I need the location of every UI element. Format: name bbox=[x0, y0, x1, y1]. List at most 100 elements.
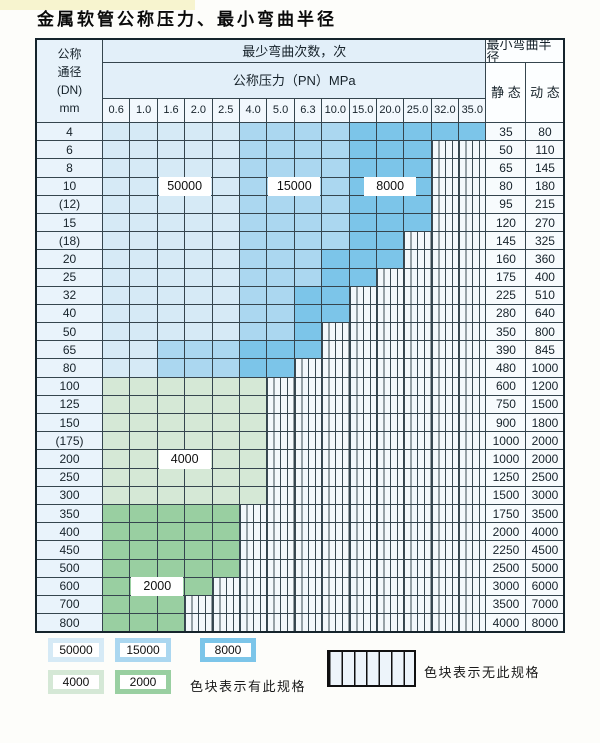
no-spec-cell bbox=[431, 450, 459, 468]
no-spec-cell bbox=[459, 559, 486, 577]
spec-cell-cycles-15000 bbox=[294, 213, 322, 232]
spec-cell-cycles-15000 bbox=[239, 304, 267, 323]
spec-cell-cycles-2000 bbox=[185, 523, 212, 541]
corner-line: 公称 bbox=[57, 47, 82, 61]
spec-cell-cycles-15000 bbox=[239, 141, 267, 159]
spec-cell-cycles-4000 bbox=[130, 486, 157, 504]
dynamic-radius-cell: 180 bbox=[526, 177, 564, 195]
spec-cell-cycles-50000 bbox=[130, 304, 157, 323]
spec-cell-cycles-15000 bbox=[294, 268, 322, 286]
spec-cell-cycles-2000 bbox=[212, 541, 239, 559]
spec-cell-cycles-15000 bbox=[294, 123, 322, 141]
spec-cell-cycles-8000 bbox=[349, 232, 376, 250]
no-spec-cell bbox=[349, 304, 376, 323]
spec-cell-cycles-8000 bbox=[376, 141, 404, 159]
no-spec-cell bbox=[431, 486, 459, 504]
dn-cell: 25 bbox=[37, 268, 102, 286]
spec-cell-cycles-15000 bbox=[322, 141, 349, 159]
spec-cell-cycles-4000 bbox=[103, 414, 130, 432]
no-spec-cell bbox=[404, 341, 431, 359]
dn-cell: 4 bbox=[37, 123, 102, 141]
dynamic-radius-cell: 510 bbox=[526, 286, 564, 304]
no-spec-cell bbox=[431, 432, 459, 450]
no-spec-cell bbox=[404, 377, 431, 395]
dynamic-radius-cell: 270 bbox=[526, 213, 564, 232]
spec-cell-cycles-15000 bbox=[185, 341, 212, 359]
spec-cell-cycles-2000 bbox=[157, 614, 185, 632]
spec-cell-cycles-15000 bbox=[157, 341, 185, 359]
no-spec-cell bbox=[459, 323, 486, 341]
spec-cell-cycles-4000 bbox=[239, 468, 267, 486]
legend: 50000 15000 8000 4000 2000 色块表示有此规格 色块表示无此规格 bbox=[0, 638, 600, 718]
spec-cell-cycles-8000 bbox=[294, 286, 322, 304]
no-spec-cell bbox=[431, 577, 459, 595]
no-spec-cell bbox=[239, 614, 267, 632]
no-spec-cell bbox=[294, 523, 322, 541]
pressure-col-header: 0.6 bbox=[103, 99, 130, 122]
no-spec-cell bbox=[212, 577, 239, 595]
no-spec-cell bbox=[322, 395, 349, 413]
spec-cell-cycles-4000 bbox=[212, 377, 239, 395]
spec-cell-cycles-50000 bbox=[157, 195, 185, 213]
spec-cell-cycles-4000 bbox=[103, 468, 130, 486]
spec-cell-cycles-50000 bbox=[212, 195, 239, 213]
spec-cell-cycles-2000 bbox=[157, 595, 185, 614]
pressure-col-header: 5.0 bbox=[267, 99, 294, 122]
spec-cell-cycles-4000 bbox=[157, 468, 185, 486]
no-spec-cell bbox=[267, 395, 294, 413]
spec-cell-cycles-8000 bbox=[294, 304, 322, 323]
spec-cell-cycles-4000 bbox=[157, 395, 185, 413]
no-spec-cell bbox=[404, 577, 431, 595]
dn-cell: 700 bbox=[37, 595, 102, 614]
dynamic-radius-cell: 3500 bbox=[526, 504, 564, 523]
static-radius-cell: 95 bbox=[486, 195, 526, 213]
spec-cell-cycles-50000 bbox=[212, 177, 239, 195]
no-spec-cell bbox=[294, 559, 322, 577]
static-radius-cell: 145 bbox=[486, 232, 526, 250]
spec-cell-cycles-50000 bbox=[212, 123, 239, 141]
spec-cell-cycles-2000 bbox=[103, 523, 130, 541]
spec-cell-cycles-50000 bbox=[157, 250, 185, 268]
no-spec-cell bbox=[349, 450, 376, 468]
no-spec-cell bbox=[459, 504, 486, 523]
spec-cell-cycles-8000 bbox=[239, 341, 267, 359]
static-radius-cell: 65 bbox=[486, 159, 526, 177]
pressure-col-header: 2.0 bbox=[185, 99, 212, 122]
no-spec-cell bbox=[431, 559, 459, 577]
no-spec-cell bbox=[404, 450, 431, 468]
spec-cell-cycles-50000 bbox=[185, 159, 212, 177]
spec-cell-cycles-2000 bbox=[157, 559, 185, 577]
dynamic-radius-cell: 2500 bbox=[526, 468, 564, 486]
legend-note-has-spec: 色块表示有此规格 bbox=[190, 679, 307, 694]
static-radius-cell: 2000 bbox=[486, 523, 526, 541]
no-spec-cell bbox=[404, 304, 431, 323]
spec-cell-cycles-4000 bbox=[103, 450, 130, 468]
spec-cell-cycles-50000 bbox=[103, 177, 130, 195]
spec-cell-cycles-50000 bbox=[157, 213, 185, 232]
spec-cell-cycles-15000 bbox=[239, 159, 267, 177]
spec-cell-cycles-8000 bbox=[431, 123, 459, 141]
no-spec-cell bbox=[376, 523, 404, 541]
no-spec-cell bbox=[267, 468, 294, 486]
dn-cell: 450 bbox=[37, 541, 102, 559]
dn-cell: 10 bbox=[37, 177, 102, 195]
static-radius-cell: 175 bbox=[486, 268, 526, 286]
spec-cell-cycles-2000 bbox=[130, 559, 157, 577]
pressure-col-header: 35.0 bbox=[459, 99, 486, 122]
dynamic-radius-cell: 4000 bbox=[526, 523, 564, 541]
no-spec-cell bbox=[376, 395, 404, 413]
spec-cell-cycles-2000 bbox=[130, 577, 157, 595]
no-spec-cell bbox=[267, 614, 294, 632]
static-radius-cell: 1250 bbox=[486, 468, 526, 486]
spec-cell-cycles-50000 bbox=[103, 268, 130, 286]
no-spec-cell bbox=[294, 577, 322, 595]
spec-cell-cycles-50000 bbox=[103, 250, 130, 268]
no-spec-cell bbox=[404, 323, 431, 341]
static-radius-cell: 160 bbox=[486, 250, 526, 268]
pressure-col-header: 10.0 bbox=[322, 99, 349, 122]
no-spec-cell bbox=[404, 286, 431, 304]
spec-cell-cycles-15000 bbox=[267, 141, 294, 159]
dn-cell: (175) bbox=[37, 432, 102, 450]
no-spec-cell bbox=[322, 577, 349, 595]
